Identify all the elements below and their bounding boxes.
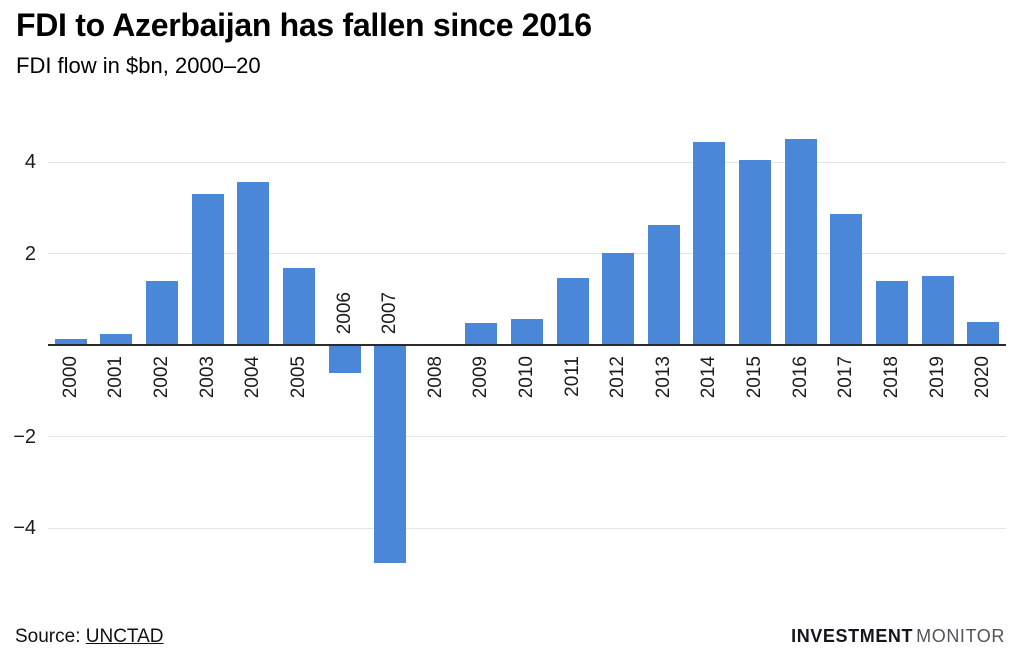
x-axis-label-2003: 2003	[196, 356, 218, 399]
brand-investment: INVESTMENT	[791, 626, 914, 646]
bar-2007	[374, 346, 407, 564]
bar-2020	[967, 321, 1000, 345]
source-note: Source: UNCTAD	[15, 626, 164, 648]
x-axis-label-2020: 2020	[972, 356, 994, 399]
x-axis-label-2008: 2008	[424, 356, 446, 399]
chart-subtitle: FDI flow in $bn, 2000–20	[16, 53, 261, 78]
bar-2000	[54, 339, 87, 345]
x-axis-label-2014: 2014	[698, 356, 720, 399]
bar-2018	[875, 280, 908, 345]
y-axis-labels: 4 2 −2 −4	[0, 130, 42, 585]
x-axis-label-2009: 2009	[470, 356, 492, 399]
gridline--4	[48, 527, 1006, 529]
x-axis-label-2006: 2006	[333, 291, 355, 334]
bar-2004	[237, 182, 270, 345]
bar-2014	[693, 142, 726, 345]
y-axis-tick-label: 4	[24, 151, 36, 173]
x-axis-label-2013: 2013	[652, 356, 674, 399]
bar-2012	[602, 253, 635, 345]
chart-header: FDI to Azerbaijan has fallen since 2016 …	[16, 5, 592, 80]
bar-2016	[784, 139, 817, 345]
gridline-4	[48, 161, 1006, 163]
x-axis-label-2011: 2011	[561, 356, 583, 397]
x-axis-label-2000: 2000	[59, 356, 81, 399]
x-axis-label-2018: 2018	[880, 356, 902, 399]
y-axis-tick-label: 2	[24, 242, 36, 265]
x-axis-label-2004: 2004	[242, 356, 264, 399]
x-axis-label-2016: 2016	[789, 356, 811, 399]
bar-2009	[465, 323, 498, 345]
x-axis-label-2002: 2002	[151, 356, 173, 399]
bar-chart: 4 2 −2 −4 2000 2001 2002 2003 2004 2005 2006 2007 2…	[0, 130, 1024, 585]
plot-area: 2000 2001 2002 2003 2004 2005 2006 2007 2008 2009…	[48, 130, 1006, 585]
brand-logo: INVESTMENT MONITOR	[791, 626, 1005, 647]
x-axis-label-2012: 2012	[607, 356, 629, 399]
x-axis-label-2015: 2015	[744, 356, 766, 399]
chart-footer: Source: UNCTAD INVESTMENT MONITOR	[15, 626, 1005, 648]
bar-2005	[282, 268, 315, 345]
y-axis-tick-label: −2	[13, 425, 36, 448]
bar-2001	[100, 334, 133, 345]
brand-monitor: MONITOR	[916, 626, 1005, 646]
gridline--2	[48, 436, 1006, 437]
chart-title: FDI to Azerbaijan has fallen since 2016	[16, 7, 592, 43]
x-axis-label-2010: 2010	[516, 356, 537, 399]
x-axis-line	[48, 344, 1006, 346]
source-link[interactable]: UNCTAD	[85, 626, 164, 647]
x-axis-label-2017: 2017	[835, 356, 857, 399]
x-axis-label-2019: 2019	[926, 356, 948, 399]
bar-2019	[921, 276, 954, 345]
bar-2006	[328, 346, 361, 373]
bar-2015	[739, 159, 772, 345]
bar-2013	[647, 224, 680, 345]
y-axis-tick-label: −4	[13, 517, 36, 539]
bar-2003	[191, 194, 224, 345]
bar-2017	[830, 213, 863, 345]
x-axis-label-2001: 2001	[105, 356, 127, 399]
bar-2002	[146, 281, 179, 345]
bar-2011	[556, 277, 589, 345]
x-axis-label-2007: 2007	[379, 291, 401, 334]
x-axis-label-2005: 2005	[287, 356, 309, 399]
source-label: Source:	[15, 626, 86, 647]
bar-2010	[511, 319, 543, 345]
gridline-2	[48, 253, 1006, 254]
